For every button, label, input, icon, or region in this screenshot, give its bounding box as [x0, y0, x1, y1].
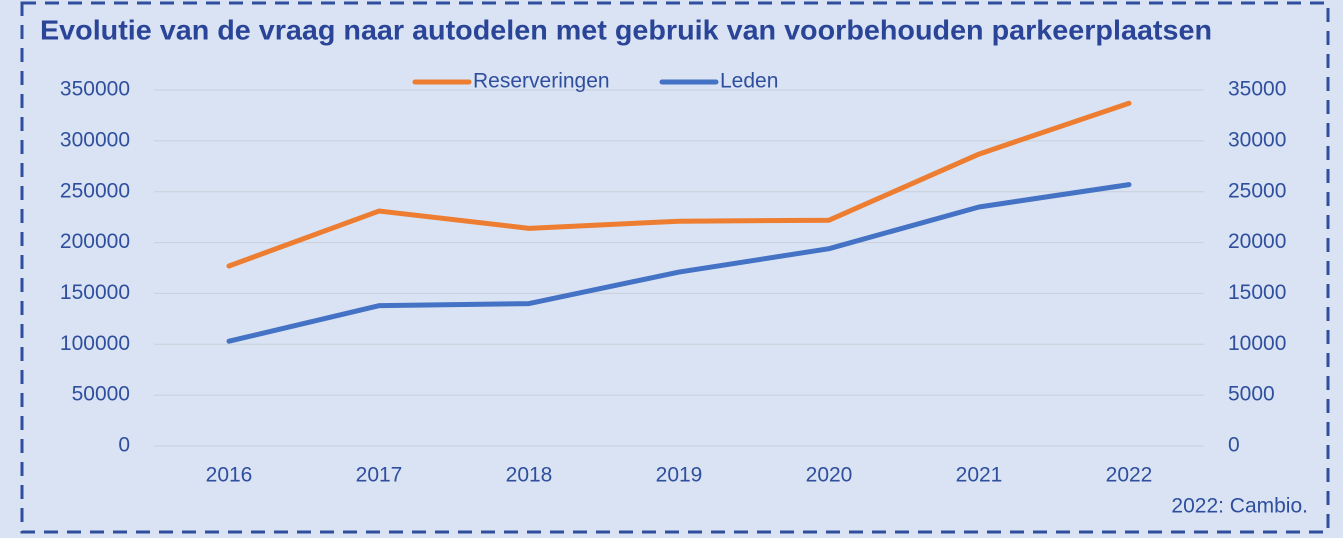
y-tick-label: 0: [118, 434, 130, 457]
y2-tick-label: 30000: [1228, 128, 1286, 151]
line-series: [226, 182, 1132, 344]
footnote: 2022: Cambio.: [1171, 495, 1308, 518]
x-tick-label: 2020: [806, 464, 853, 487]
x-tick-label: 2018: [506, 464, 553, 487]
legend-label: Leden: [720, 70, 778, 93]
y2-tick-label: 20000: [1228, 230, 1286, 253]
line-series: [226, 100, 1132, 269]
x-tick-label: 2022: [1106, 464, 1153, 487]
y2-tick-label: 35000: [1228, 78, 1286, 101]
x-tick-label: 2019: [656, 464, 703, 487]
y-tick-label: 100000: [60, 332, 130, 355]
y-tick-label: 300000: [60, 128, 130, 151]
x-tick-label: 2021: [956, 464, 1003, 487]
x-tick-label: 2016: [206, 464, 253, 487]
y2-tick-label: 5000: [1228, 383, 1275, 406]
y2-tick-label: 25000: [1228, 179, 1286, 202]
x-tick-label: 2017: [356, 464, 403, 487]
legend-label: Reserveringen: [473, 70, 610, 93]
y-tick-label: 200000: [60, 230, 130, 253]
y2-tick-label: 10000: [1228, 332, 1286, 355]
dashed-border: [20, 1, 1330, 534]
chart-title: Evolutie van de vraag naar autodelen met…: [40, 14, 1212, 45]
y-tick-label: 50000: [72, 383, 130, 406]
y2-tick-label: 0: [1228, 434, 1240, 457]
y-tick-label: 150000: [60, 281, 130, 304]
y-tick-label: 350000: [60, 78, 130, 101]
y2-tick-label: 15000: [1228, 281, 1286, 304]
y-tick-label: 250000: [60, 179, 130, 202]
